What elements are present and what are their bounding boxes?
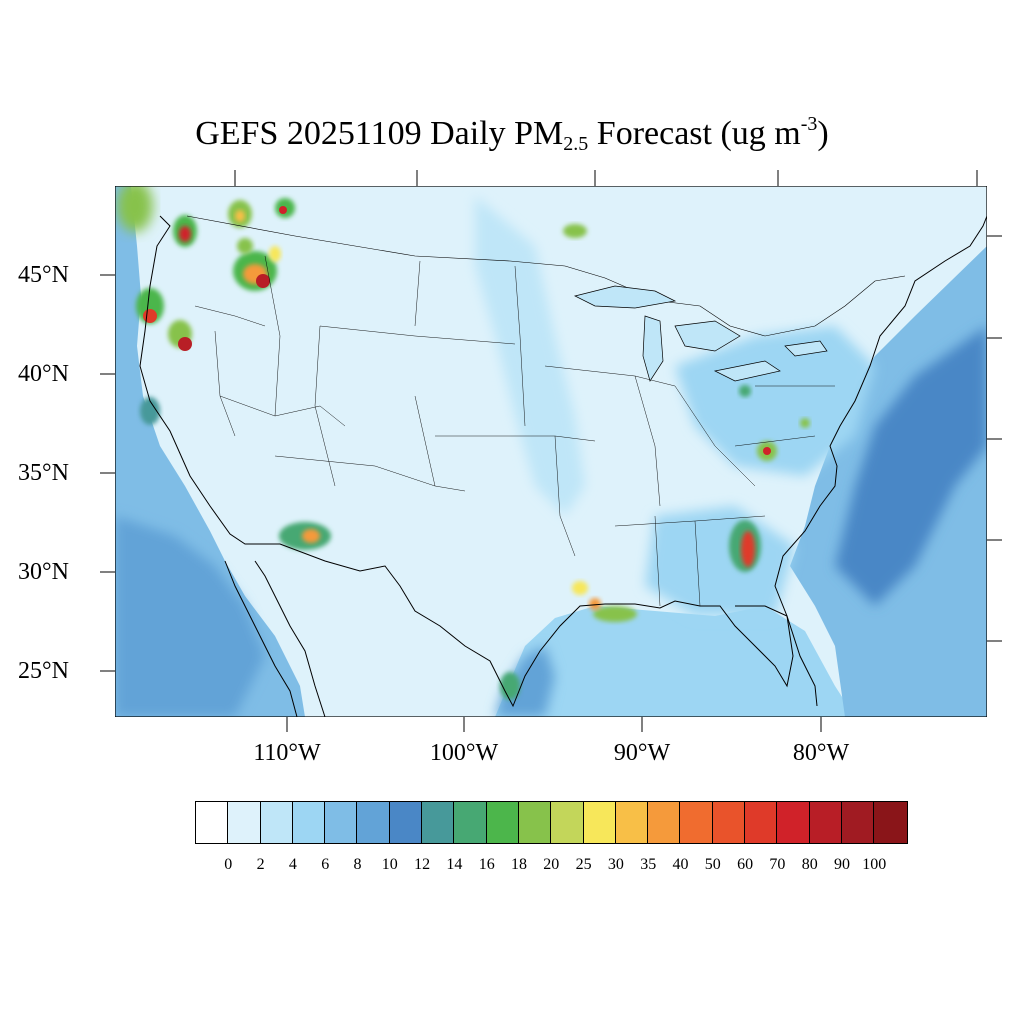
lon-label-100w: 100°W — [429, 740, 499, 766]
colorbar-swatch — [228, 802, 261, 843]
colorbar-swatch — [325, 802, 358, 843]
lat-label-35: 35°N — [18, 460, 69, 486]
colorbar-swatch — [777, 802, 810, 843]
lat-label-25: 25°N — [18, 658, 69, 684]
colorbar-tick-label: 4 — [288, 856, 297, 873]
colorbar-swatch — [583, 802, 616, 843]
colorbar-tick-label: 80 — [801, 856, 818, 873]
colorbar-swatch — [712, 802, 746, 843]
colorbar-swatch — [745, 802, 778, 843]
colorbar-tick-label: 60 — [737, 856, 754, 873]
colorbar-tick-label: 10 — [381, 856, 398, 873]
us-outline — [139, 215, 987, 708]
atlantic-deep — [835, 326, 987, 606]
colorbar-tick-label: 6 — [321, 856, 330, 873]
lon-label-80w: 80°W — [792, 740, 850, 766]
colorbar-tick-label: 14 — [446, 856, 463, 873]
colorbar-tick-label: 100 — [862, 856, 887, 873]
colorbar-tick-label: 30 — [607, 856, 624, 873]
title-subscript: 2.5 — [563, 133, 589, 155]
title-main: GEFS 20251109 Daily PM — [195, 115, 564, 152]
colorbar-labels: 0 2 4 6 8 10 12 14 16 18 20 25 30 35 40 50 60 70 80 90 100 — [0, 855, 1024, 879]
colorbar-tick-label: 0 — [224, 856, 233, 873]
forecast-map — [115, 186, 987, 717]
map-canvas — [115, 186, 987, 717]
great-lakes — [573, 285, 828, 382]
colorbar-swatch — [454, 802, 487, 843]
colorbar-tick-label: 40 — [672, 856, 689, 873]
lon-label-90w: 90°W — [613, 740, 671, 766]
title-superscript: -3 — [800, 113, 818, 135]
colorbar-swatch — [357, 802, 390, 843]
lat-label-40: 40°N — [18, 361, 69, 387]
pollution-hotspots — [117, 186, 810, 700]
colorbar-tick-label: 2 — [256, 856, 265, 873]
colorbar-tick-label: 25 — [575, 856, 592, 873]
lat-label-30: 30°N — [18, 559, 69, 585]
colorbar-tick-label: 12 — [414, 856, 431, 873]
colorbar-swatch — [680, 802, 713, 843]
colorbar-tick-label: 70 — [769, 856, 786, 873]
colorbar-swatch — [486, 802, 519, 843]
colorbar-swatch — [518, 802, 552, 843]
title-close: ) — [817, 115, 829, 152]
colorbar-swatch — [260, 802, 293, 843]
colorbar — [195, 801, 908, 844]
gulf-of-mexico — [495, 606, 855, 717]
colorbar-swatch — [422, 802, 455, 843]
colorbar-swatch — [809, 802, 842, 843]
colorbar-swatch — [841, 802, 875, 843]
lat-label-45: 45°N — [18, 262, 69, 288]
state-borders — [194, 255, 835, 607]
lon-label-110w: 110°W — [253, 740, 321, 766]
florida — [735, 605, 818, 707]
colorbar-tick-label: 35 — [640, 856, 657, 873]
colorbar-tick-label: 20 — [543, 856, 560, 873]
colorbar-swatch — [551, 802, 584, 843]
colorbar-swatch — [292, 802, 326, 843]
colorbar-tick-label: 18 — [511, 856, 527, 873]
colorbar-swatch — [648, 802, 681, 843]
colorbar-tick-label: 16 — [478, 856, 495, 873]
pacific-deep — [115, 516, 265, 717]
map-title: GEFS 20251109 Daily PM2.5 Forecast (ug m… — [0, 112, 1024, 156]
baja-california — [224, 560, 298, 717]
title-rest: Forecast (ug m — [588, 115, 801, 152]
central-plume — [475, 196, 585, 516]
colorbar-swatch — [389, 802, 423, 843]
mexico-mainland — [254, 560, 326, 717]
colorbar-tick-label: 50 — [704, 856, 721, 873]
northeast-haze — [675, 326, 875, 476]
colorbar-tick-label: 90 — [834, 856, 850, 873]
colorbar-swatch — [874, 802, 907, 843]
colorbar-swatch — [615, 802, 649, 843]
colorbar-swatch — [196, 802, 229, 843]
colorbar-tick-label: 8 — [353, 856, 362, 873]
